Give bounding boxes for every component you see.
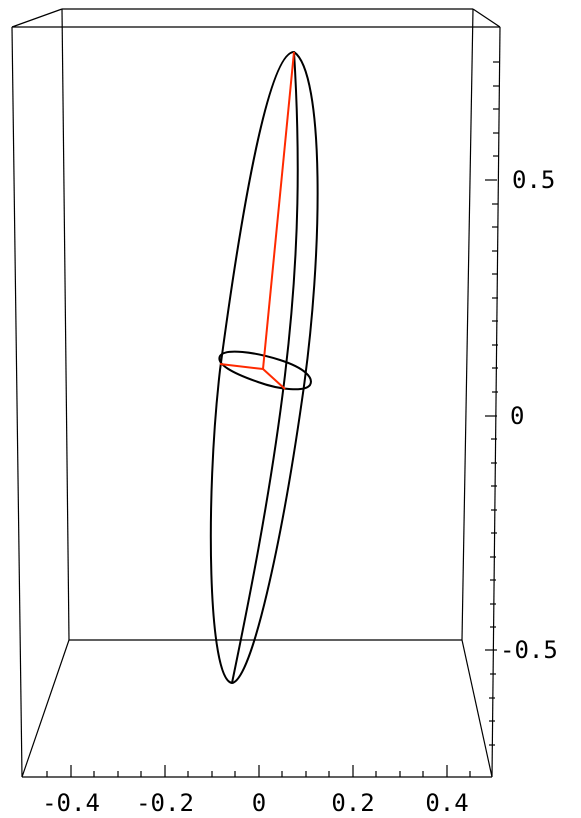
x-tick-label: 0.4 xyxy=(425,789,468,817)
z-tick-labels: 0.5 0 -0.5 xyxy=(500,166,558,664)
bounding-box xyxy=(11,8,501,778)
ellipsoid xyxy=(209,50,319,685)
z-tick-label: 0.5 xyxy=(512,166,555,194)
box-back-right-edge xyxy=(461,8,474,641)
box-front-left-edge xyxy=(11,26,23,778)
x-tick-label: -0.2 xyxy=(136,789,194,817)
x-tick-label: 0.2 xyxy=(331,789,374,817)
ellipsoid-meridian xyxy=(231,51,299,684)
box-back-left-edge xyxy=(61,8,70,641)
x-axis-ticks xyxy=(46,765,471,777)
x-tick-labels: -0.4 -0.2 0 0.2 0.4 xyxy=(42,789,469,817)
z-tick-label: 0 xyxy=(510,402,524,430)
ellipsoid-equator xyxy=(218,350,312,391)
box-connector-top-right xyxy=(472,8,501,28)
box-connector-top-left xyxy=(11,8,63,28)
x-tick-label: 0 xyxy=(252,789,266,817)
box-connector-bottom-right xyxy=(461,639,493,778)
z-axis-ticks xyxy=(485,61,499,746)
principal-axes xyxy=(219,51,295,390)
principal-axis-minor-2 xyxy=(262,368,286,390)
z-tick-label: -0.5 xyxy=(500,636,558,664)
principal-axis-major xyxy=(262,51,295,370)
box-connector-bottom-left xyxy=(21,639,70,778)
box-front-right-edge xyxy=(491,26,501,778)
principal-axis-minor-1 xyxy=(219,363,264,370)
x-tick-label: -0.4 xyxy=(42,789,100,817)
